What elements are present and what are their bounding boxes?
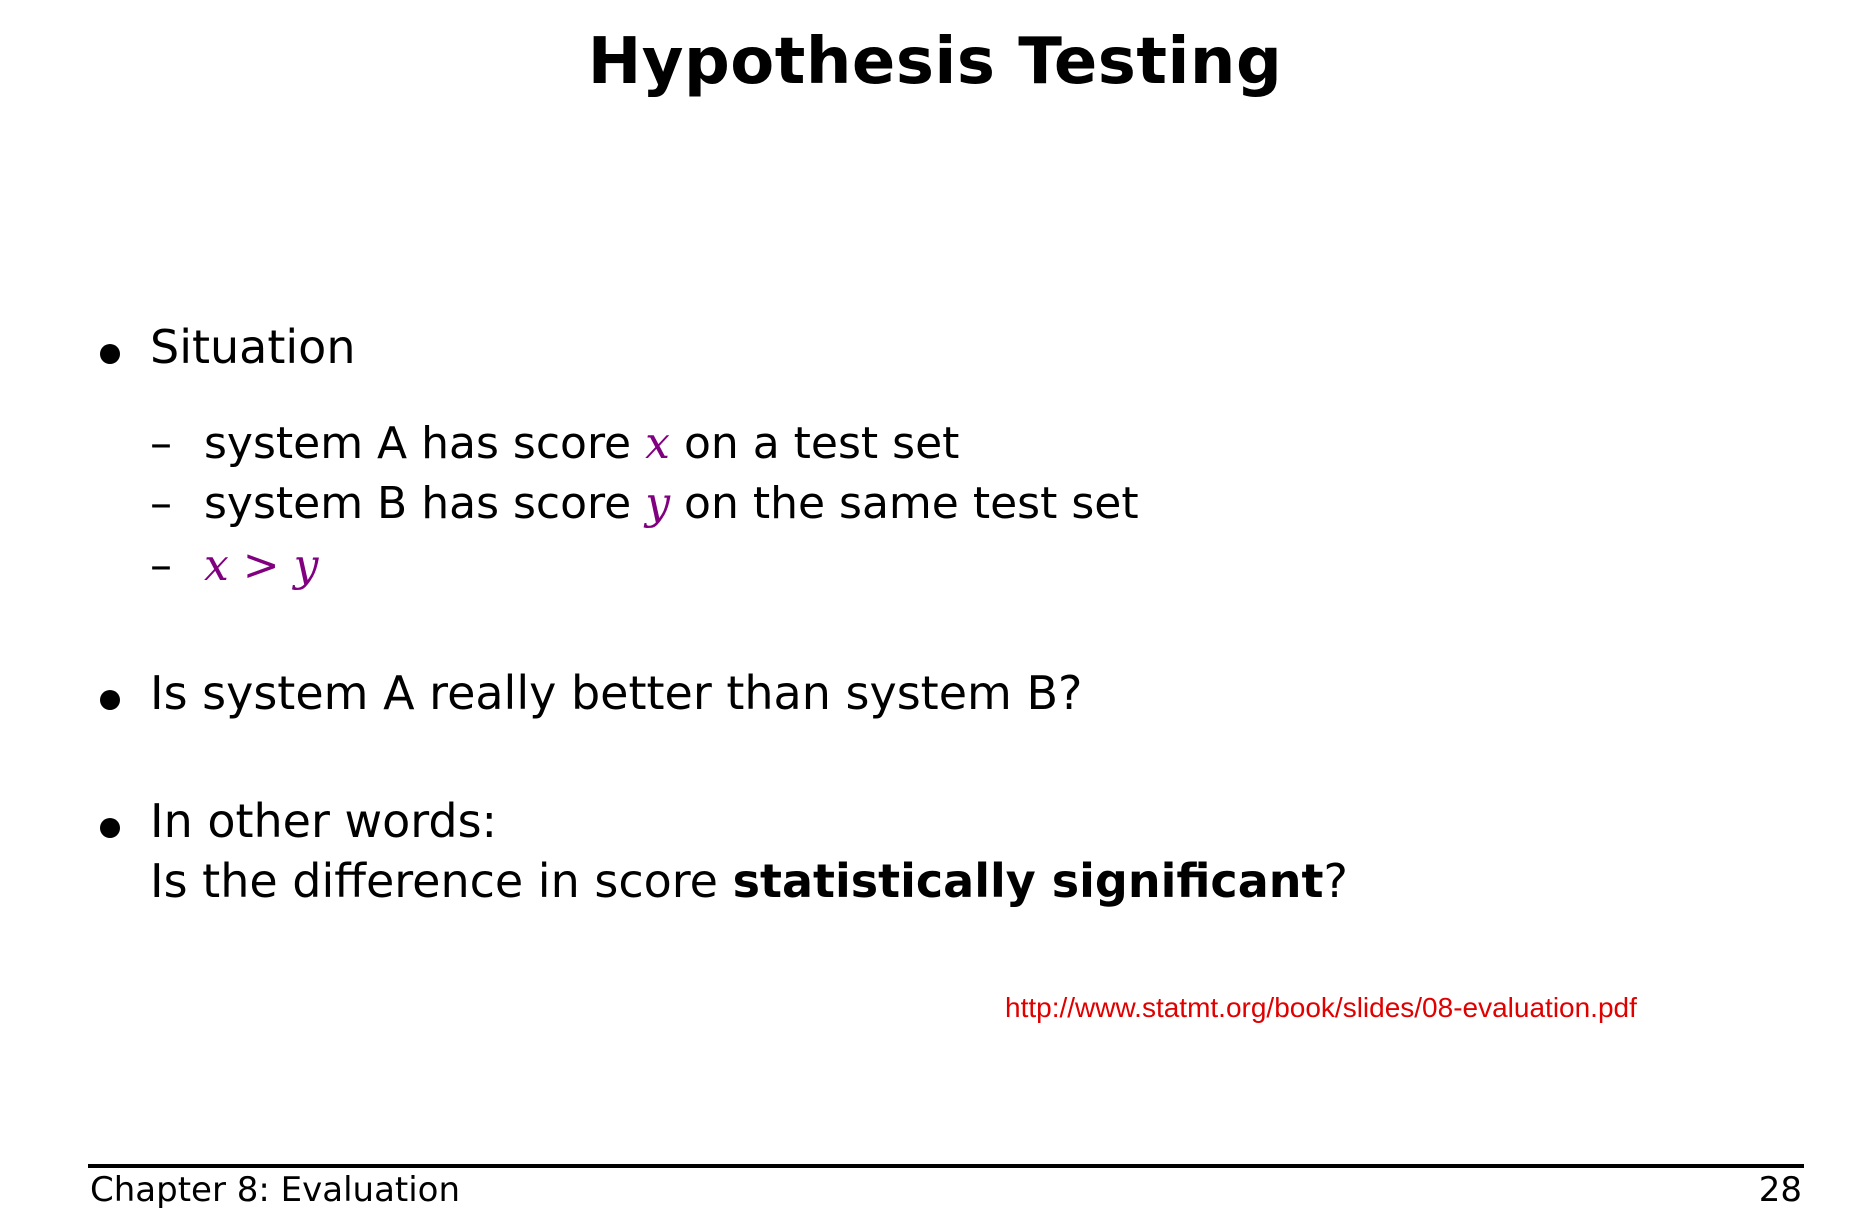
bullet-text: In other words: <box>150 794 498 848</box>
bullet-dot-icon <box>100 690 120 710</box>
footer-rule <box>88 1164 1804 1168</box>
math-x: x <box>645 418 670 469</box>
dash-icon: – <box>150 418 172 469</box>
line2-suffix: ? <box>1323 854 1348 908</box>
dash-icon: – <box>150 540 172 591</box>
line2-prefix: Is the difference in score <box>150 854 733 908</box>
bullet-text: Is the difference in score statistically… <box>150 858 1348 904</box>
bullet-dot-icon <box>100 344 120 364</box>
sub-item-text: on the same test set <box>670 478 1139 529</box>
footer-chapter: Chapter 8: Evaluation <box>90 1170 461 1210</box>
dash-icon: – <box>150 478 172 529</box>
bullet-text: Situation <box>150 320 356 374</box>
sub-item-text: system A has score <box>204 418 646 469</box>
math-y: y <box>645 478 671 529</box>
sub-item-text: system B has score <box>204 478 646 529</box>
sub-item-text: on a test set <box>669 418 960 469</box>
math-x-greater-y: x > y <box>204 540 319 591</box>
source-link[interactable]: http://www.statmt.org/book/slides/08-eva… <box>1005 992 1637 1023</box>
slide-title: Hypothesis Testing <box>587 25 1283 99</box>
bullet-text: Is system A really better than system B? <box>150 666 1083 720</box>
statistically-significant: statistically significant <box>732 854 1324 908</box>
sub-item-comparison: – x > y <box>150 544 319 588</box>
footer-page-number: 28 <box>1758 1170 1802 1210</box>
bullet-dot-icon <box>100 818 120 838</box>
sub-item-system-a: – system A has score x on a test set <box>150 422 959 466</box>
sub-item-system-b: – system B has score y on the same test s… <box>150 482 1139 526</box>
